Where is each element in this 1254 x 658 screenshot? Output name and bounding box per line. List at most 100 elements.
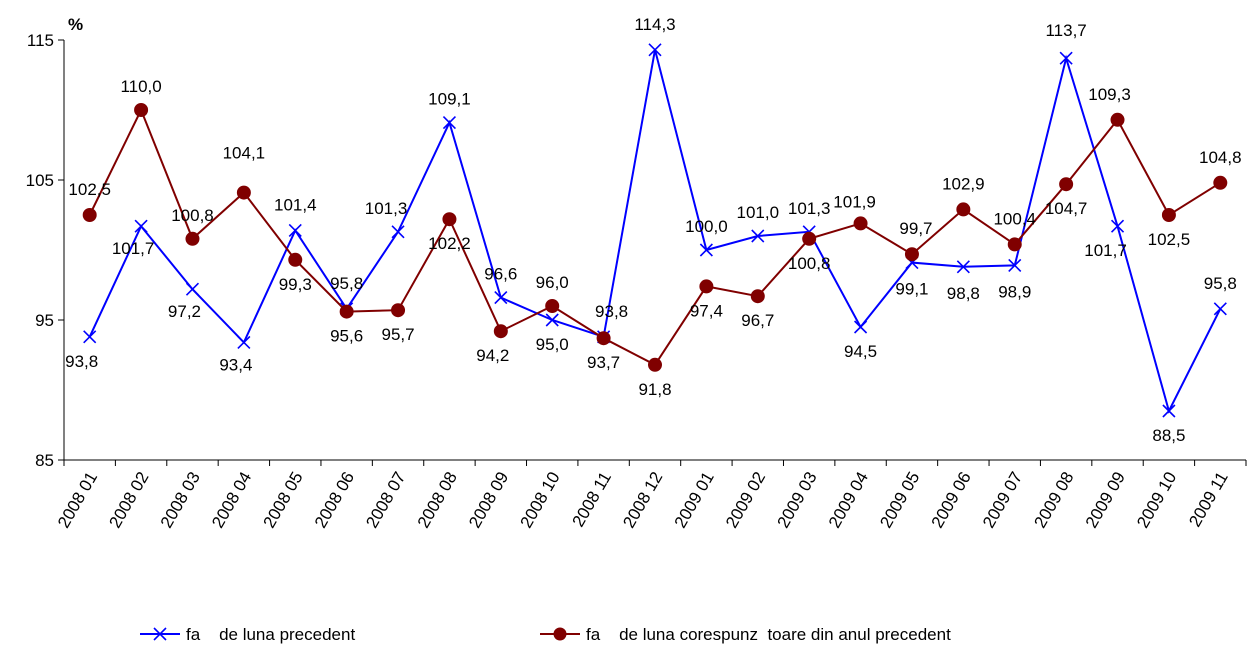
x-tick-label: 2009 07 — [979, 469, 1026, 532]
data-point-circle-marker — [699, 279, 714, 294]
x-tick-label: 2009 11 — [1185, 469, 1232, 531]
data-point-x-marker — [648, 43, 662, 57]
data-point-circle-marker — [853, 216, 868, 231]
data-point-circle-marker — [339, 304, 354, 319]
data-point-circle-marker — [750, 289, 765, 304]
data-label: 93,8 — [595, 302, 628, 321]
y-tick-label: 105 — [26, 171, 54, 190]
x-tick-label: 2008 11 — [569, 469, 616, 531]
data-label: 95,8 — [1204, 274, 1237, 293]
x-tick-label: 2009 09 — [1082, 469, 1129, 532]
data-point-circle-marker — [648, 357, 662, 372]
data-label: 99,1 — [895, 280, 928, 299]
data-point-circle-marker — [956, 202, 971, 217]
data-label: 114,3 — [634, 15, 675, 34]
data-label: 110,0 — [120, 77, 161, 96]
data-label: 101,7 — [1084, 241, 1127, 260]
data-label: 91,8 — [638, 380, 671, 399]
data-point-x-marker — [1162, 404, 1176, 418]
data-point-x-marker — [442, 116, 457, 130]
data-labels: 93,8 101,7 97,2 93,4 101,4 95,8 101,3 109,1 96,6… — [65, 15, 1241, 445]
x-tick-label: 2008 08 — [414, 469, 461, 532]
data-point-x-marker — [134, 219, 148, 233]
data-label: 109,3 — [1088, 85, 1131, 104]
x-tick-label: 2009 06 — [928, 469, 975, 532]
data-point-x-marker — [699, 243, 713, 257]
data-label: 96,7 — [741, 311, 774, 330]
data-label: 101,0 — [737, 203, 780, 222]
data-label: 96,6 — [484, 265, 517, 284]
data-label: 94,2 — [476, 346, 509, 365]
series-line-1 — [88, 49, 1222, 414]
data-point-x-marker — [956, 260, 970, 274]
data-label: 102,5 — [1148, 230, 1191, 249]
data-label: 102,5 — [68, 180, 111, 199]
data-point-circle-marker — [1007, 237, 1022, 252]
x-tick-label: 2009 08 — [1030, 469, 1077, 532]
data-point-circle-marker — [1059, 177, 1074, 192]
data-label: 97,4 — [690, 301, 723, 320]
data-label: 96,0 — [536, 273, 569, 292]
data-point-circle-marker — [134, 103, 149, 117]
data-point-circle-marker — [493, 324, 508, 339]
data-point-x-marker — [83, 330, 97, 344]
data-label: 95,8 — [330, 274, 363, 293]
data-point-circle-marker — [596, 331, 611, 346]
legend-item-2: fa de luna corespunz toare din anul prec… — [540, 625, 951, 644]
data-label: 93,4 — [219, 355, 252, 374]
data-label: 101,3 — [365, 199, 408, 218]
x-tick-label: 2009 02 — [722, 469, 769, 532]
data-label: 102,2 — [428, 234, 471, 253]
data-label: 101,3 — [788, 199, 831, 218]
data-label: 101,7 — [112, 239, 155, 258]
data-point-x-marker — [185, 282, 200, 296]
y-unit-label: % — [68, 15, 83, 34]
legend-item-1: fa de luna precedent — [140, 625, 355, 644]
data-point-x-marker — [1008, 258, 1022, 272]
data-label: 101,9 — [833, 192, 876, 211]
data-point-x-marker — [1110, 219, 1125, 233]
data-label: 88,5 — [1152, 426, 1185, 445]
data-label: 100,0 — [685, 217, 728, 236]
data-label: 95,6 — [330, 327, 363, 346]
x-tick-label: 2009 03 — [773, 469, 820, 532]
data-point-circle-marker — [1110, 112, 1125, 127]
data-label: 99,7 — [899, 219, 932, 238]
x-tick-label: 2008 10 — [517, 469, 564, 532]
data-label: 109,1 — [428, 90, 471, 109]
data-label: 94,5 — [844, 342, 877, 361]
y-tick-label: 95 — [35, 311, 54, 330]
data-point-circle-marker — [442, 212, 457, 227]
x-tick-label: 2009 04 — [825, 469, 872, 532]
x-tick-label: 2009 01 — [671, 469, 718, 532]
x-tick-label: 2008 12 — [619, 469, 666, 532]
x-tick-label: 2008 02 — [105, 469, 152, 532]
data-label: 101,4 — [274, 195, 317, 214]
data-label: 93,7 — [587, 353, 620, 372]
x-tick-label: 2008 04 — [208, 469, 255, 532]
data-label: 104,7 — [1045, 199, 1088, 218]
data-point-circle-marker — [288, 252, 303, 267]
data-point-circle-marker — [1161, 208, 1176, 222]
y-tick-label: 115 — [27, 31, 54, 50]
legend-label: fa de luna precedent — [186, 625, 355, 644]
data-point-circle-marker — [1213, 175, 1228, 190]
data-point-x-marker — [288, 223, 302, 237]
x-tick-label: 2009 10 — [1133, 469, 1180, 532]
data-point-x-marker — [391, 225, 405, 239]
series-lines — [82, 43, 1228, 418]
y-tick-label: 85 — [35, 451, 54, 470]
data-point-x-marker — [237, 335, 251, 349]
data-label: 95,7 — [381, 325, 414, 344]
data-point-x-marker — [853, 320, 868, 334]
data-point-x-marker — [545, 313, 559, 327]
data-point-circle-marker — [391, 303, 406, 318]
data-point-circle-marker — [545, 299, 560, 313]
data-label: 100,8 — [788, 254, 831, 273]
x-tick-label: 2008 01 — [54, 469, 101, 532]
data-point-circle-marker — [904, 247, 919, 262]
data-label: 104,1 — [223, 144, 266, 163]
data-label: 100,8 — [171, 206, 214, 225]
